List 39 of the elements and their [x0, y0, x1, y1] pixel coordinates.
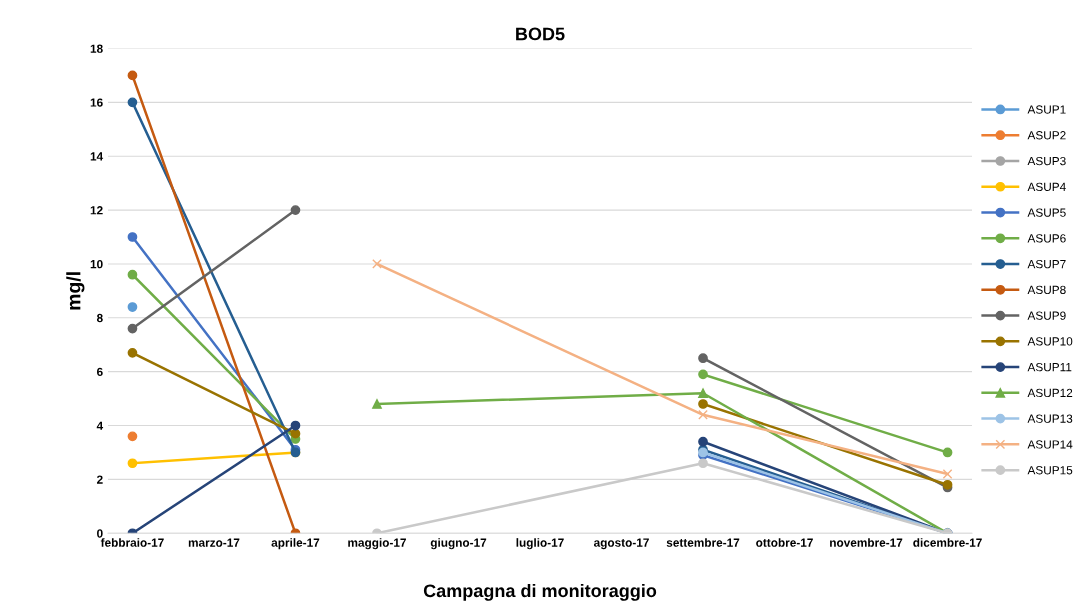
- legend-label: ASUP4: [1027, 182, 1066, 191]
- y-tick-label: 18: [90, 44, 103, 53]
- y-tick-label: 6: [97, 367, 103, 377]
- x-axis-title: Campagna di monitoraggio: [423, 583, 657, 601]
- x-tick-label: settembre-17: [666, 538, 740, 547]
- x-tick-label: febbraio-17: [100, 538, 164, 547]
- legend-label: ASUP9: [1027, 311, 1066, 320]
- y-tick-label: 2: [96, 475, 103, 484]
- x-tick-label: maggio-17: [348, 538, 406, 550]
- legend-label: ASUP14: [1027, 440, 1073, 449]
- y-tick-label: 16: [90, 98, 103, 107]
- chart-title: BOD5: [516, 27, 565, 41]
- y-tick-label: 8: [96, 313, 103, 323]
- x-tick-label: marzo-17: [188, 538, 240, 547]
- y-tick-label: 12: [90, 206, 103, 215]
- legend-label: ASUP11: [1027, 362, 1072, 372]
- legend-label: ASUP10: [1027, 337, 1073, 346]
- x-tick-label: novembre-17: [830, 538, 903, 547]
- legend-label: ASUP3: [1027, 156, 1066, 166]
- legend-label: ASUP12: [1027, 388, 1073, 398]
- y-tick-label: 4: [96, 421, 104, 430]
- x-tick-label: luglio-17: [516, 538, 564, 550]
- legend-label: ASUP7: [1027, 259, 1066, 269]
- legend-label: ASUP2: [1027, 131, 1066, 140]
- legend-label: ASUP1: [1027, 105, 1066, 114]
- legend-label: ASUP5: [1027, 208, 1066, 217]
- y-tick-label: 0: [97, 529, 103, 538]
- x-tick-label: dicembre-17: [913, 538, 982, 547]
- legend-label: ASUP6: [1027, 234, 1066, 243]
- y-tick-label: 10: [90, 259, 103, 269]
- x-tick-label: ottobre-17: [756, 538, 813, 547]
- x-tick-label: agosto-17: [593, 538, 649, 550]
- x-tick-label: giugno-17: [430, 538, 487, 550]
- legend-label: ASUP15: [1027, 466, 1073, 475]
- y-tick-label: 14: [90, 152, 104, 161]
- y-axis-title: mg/l: [66, 272, 85, 310]
- x-tick-label: aprile-17: [271, 538, 320, 550]
- legend-label: ASUP13: [1027, 414, 1073, 423]
- legend-label: ASUP8: [1027, 285, 1066, 295]
